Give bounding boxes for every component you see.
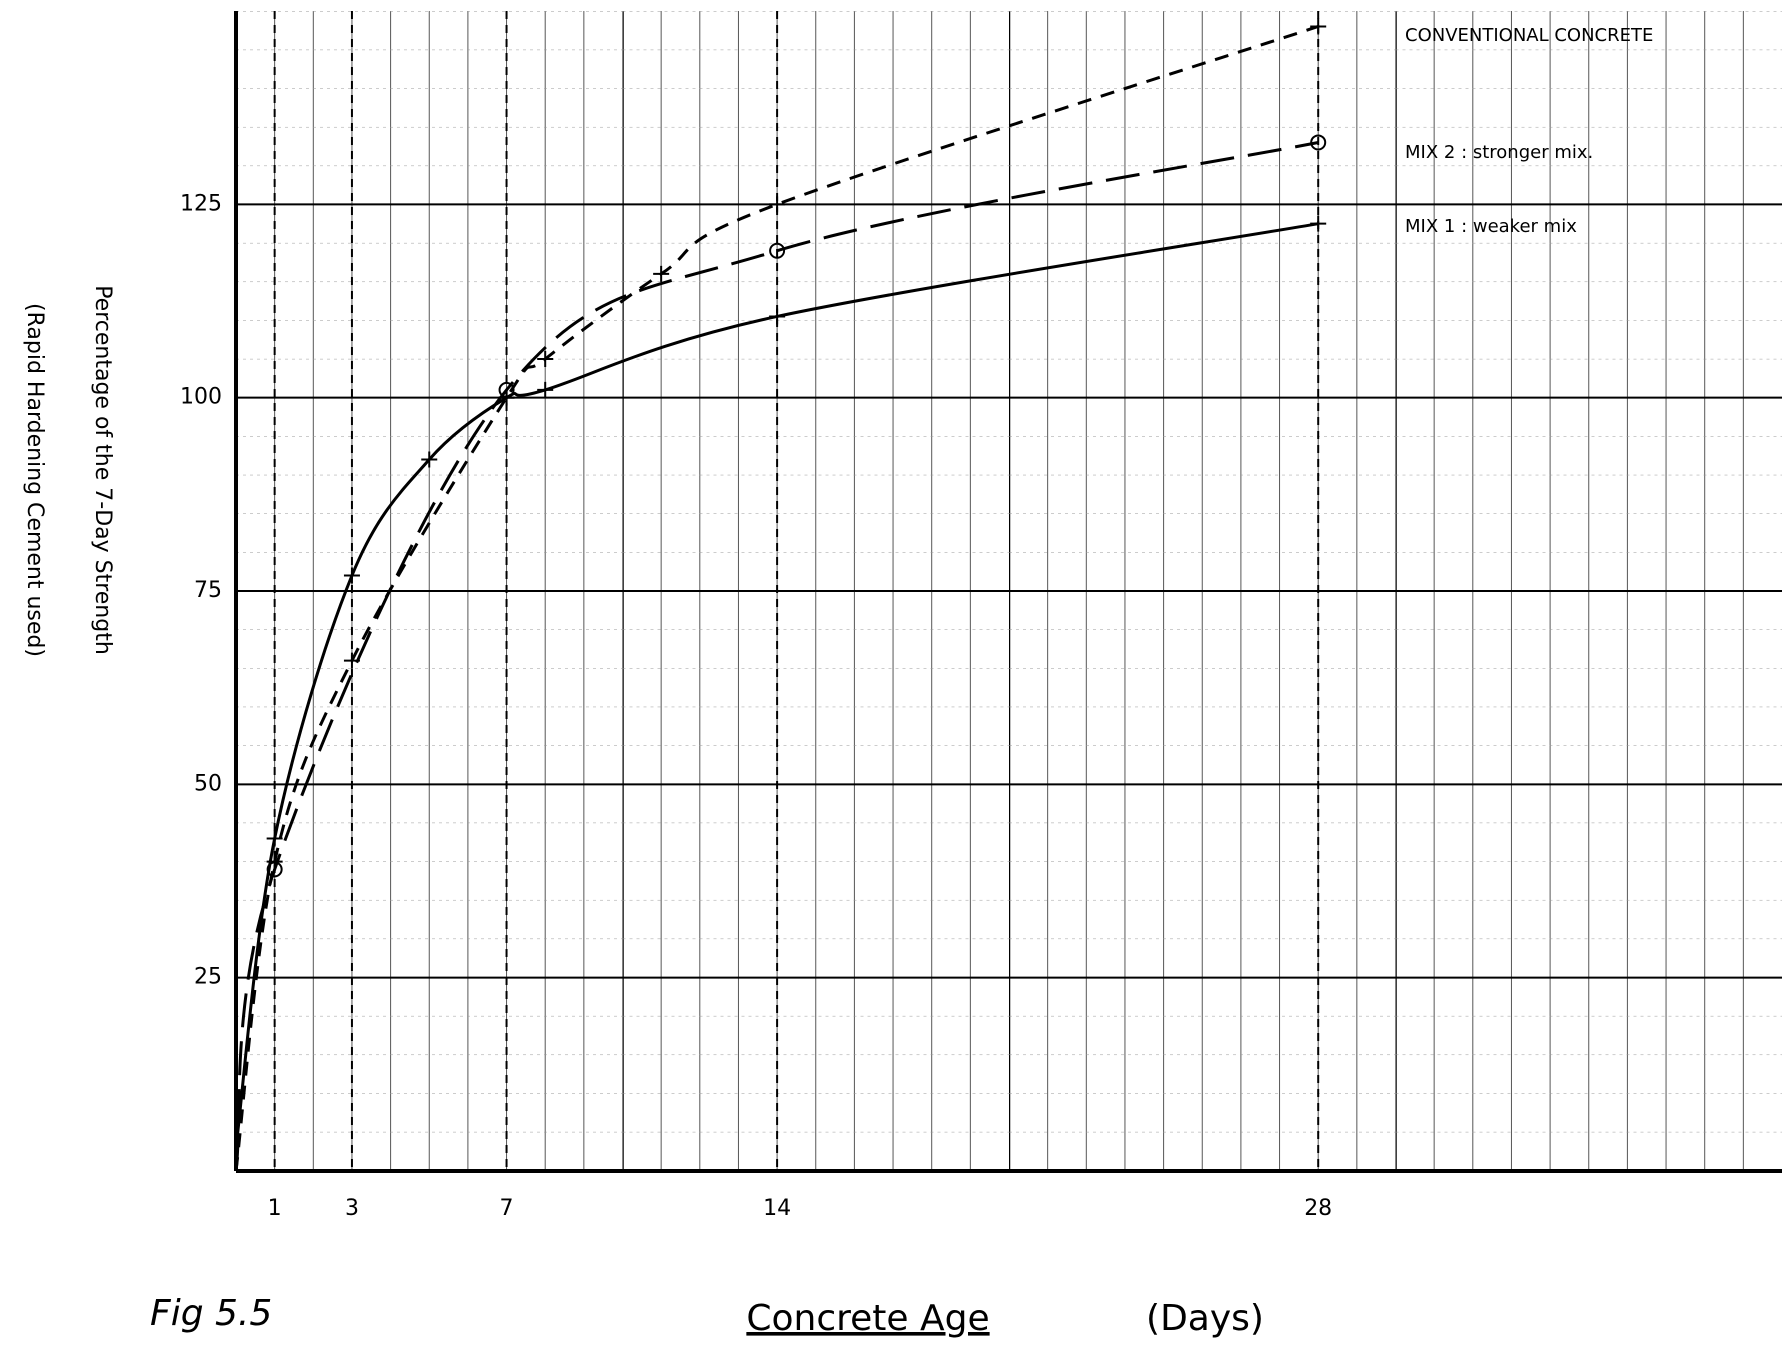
marker [266, 830, 283, 847]
marker [343, 567, 360, 584]
marker [653, 265, 670, 282]
marker [498, 389, 515, 406]
marker [769, 242, 786, 259]
marker [537, 381, 554, 398]
figure-label: Fig 5.5 [150, 1293, 272, 1334]
marker [769, 196, 786, 213]
legend-label: MIX 2 : stronger mix. [1405, 142, 1593, 163]
marker [1310, 18, 1327, 35]
y-tick-label: 25 [194, 965, 222, 990]
marker [1310, 215, 1327, 232]
marker [537, 351, 554, 367]
marker [1310, 134, 1327, 151]
y-sublabel: (Rapid Hardening Cement used) [22, 303, 47, 657]
y-tick-label: 50 [194, 771, 222, 796]
marker [769, 308, 786, 325]
legend-label: MIX 1 : weaker mix [1405, 216, 1577, 237]
x-tick-label: 1 [268, 1196, 282, 1221]
x-tick-label: 14 [763, 1196, 791, 1221]
x-tick-label: 3 [345, 1196, 359, 1221]
y-tick-label: 125 [180, 191, 222, 216]
x-unit: (Days) [1146, 1298, 1264, 1339]
x-tick-label: 28 [1304, 1196, 1332, 1221]
x-tick-label: 7 [500, 1196, 514, 1221]
y-tick-label: 75 [194, 578, 222, 603]
y-label: Percentage of the 7-Day Strength [90, 285, 115, 655]
marker [421, 451, 438, 468]
y-tick-label: 100 [180, 385, 222, 410]
legend-label: CONVENTIONAL CONCRETE [1405, 25, 1653, 46]
x-label: Concrete Age [746, 1298, 989, 1339]
